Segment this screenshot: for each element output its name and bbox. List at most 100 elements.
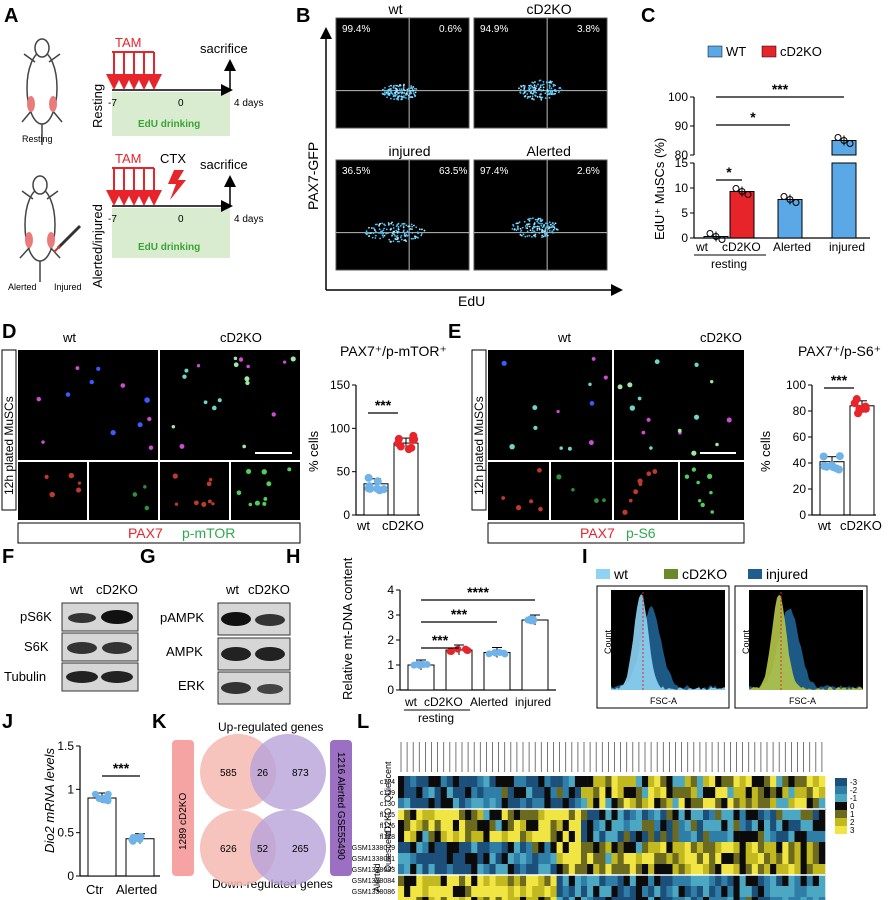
heatmap-cell [532,820,539,832]
heatmap-cell [806,853,814,865]
heatmap-cell [477,853,484,865]
panel-d-ylabel: % cells [306,430,321,472]
heatmap-cell [794,809,801,821]
heatmap-cell [642,875,649,887]
heatmap-cell [483,809,490,821]
facs-event-dot [399,236,402,239]
facs-event-dot [402,229,405,232]
facs-event-dot [534,235,537,238]
fsc-histograms [611,590,863,690]
heatmap-cell [733,842,740,854]
facs-event-dot [407,231,410,234]
facs-event-dot [526,230,529,233]
heatmap-cell [642,809,649,821]
heatmap-cell [611,809,618,821]
cell-dot [652,469,658,474]
heatmap-cell [806,809,814,821]
cell-dot [622,509,628,515]
day-label-minus7-1: -7 [108,98,117,109]
cell-dot [588,382,592,387]
data-point [394,434,403,443]
facs-event-dot [511,228,514,230]
micrograph-d-wt-green [89,462,158,520]
facs-event-dot [395,88,398,90]
heatmap-cell [398,853,405,865]
heatmap-cell [434,809,441,821]
y-tick-label: 0.5 [57,826,74,840]
heatmap-cell [794,787,801,799]
facs-event-dot [388,94,391,97]
heatmap-cell [489,886,496,898]
data-point [454,645,462,653]
legend-swatch-wt [707,45,723,58]
heatmap-cell [648,897,655,900]
heatmap-cell [733,886,740,898]
edu-drinking-box-1 [112,92,230,136]
facs-event-dot [539,84,542,87]
facs-event-dot [536,95,539,98]
facs-event-dot [403,92,405,94]
heatmap-cell [465,853,472,865]
facs-event-dot [421,228,423,231]
tam-arrows-1 [106,52,162,90]
heatmap-cell [782,842,789,854]
facs-event-dot [546,88,549,91]
facs-event-dot [523,89,525,92]
heatmap-cell [538,842,545,854]
heatmap-cell [666,776,673,788]
heatmap-cell [434,864,441,876]
heatmap-cell [507,820,515,832]
facs-event-dot [518,221,521,224]
facs-event-dot [533,225,536,228]
facs-event-dot [400,97,403,100]
data-point [524,616,532,624]
facs-event-dot [537,83,539,86]
heatmap-cell [806,787,814,799]
heatmap-cell [446,776,454,788]
facs-event-dot [399,224,402,227]
heatmap-cell [471,820,478,832]
facs-event-dot [392,227,395,229]
heatmap-cell [446,831,454,843]
heatmap-cell [751,776,759,788]
cell-dot [193,500,199,506]
facs-event-dot [542,83,545,86]
cell-dot [132,492,138,497]
panel-e-stain-red: PAX7 [580,525,615,541]
heatmap-cell [660,776,667,788]
heatmap-cell [440,820,448,832]
heatmap-cell [617,820,624,832]
facs-event-dot [552,85,555,87]
heatmap-cell [422,809,429,821]
panel-k: Up-regulated genes Down-regulated genes … [172,720,352,891]
facs-event-dot [411,225,414,228]
cell-dot [594,498,599,504]
facs-event-dot [388,85,391,88]
facs-event-dot [386,96,388,99]
heatmap-cell [507,897,515,900]
cell-dot [242,444,247,449]
facs-event-dot [532,92,534,95]
heatmap-cell [587,897,594,900]
facs-event-dot [548,229,551,232]
color-scale-block [835,794,847,802]
heatmap-cell [776,820,783,832]
heatmap-cell [770,897,777,900]
facs-event-dot [534,81,536,83]
heatmap-cell [544,853,551,865]
cell-dot [75,366,80,371]
heatmap-cell [599,820,606,832]
cell-dot [654,359,660,365]
facs-event-dot [528,96,531,98]
edu-drinking-label-2: EdU drinking [138,242,200,253]
cell-dot [89,379,94,385]
heatmap-cell [416,820,423,832]
facs-event-dot [532,89,535,92]
legend-label-i-wt: wt [613,566,628,582]
cell-dot [271,412,276,417]
heatmap-cell [495,776,502,788]
heatmap-cell [459,886,466,898]
heatmap-cell [440,842,448,854]
